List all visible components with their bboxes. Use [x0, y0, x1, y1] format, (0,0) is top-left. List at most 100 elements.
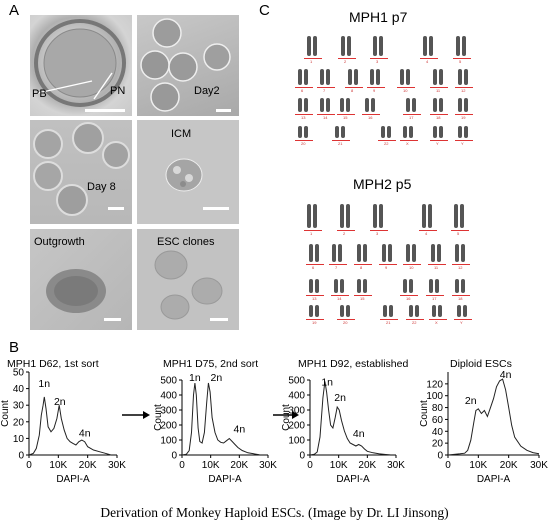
peak-label: 2n [334, 392, 346, 404]
chromosome-number: 3 [376, 59, 379, 64]
x-tick-label: 20K [230, 460, 248, 471]
x-tick-label: 30K [108, 460, 126, 471]
chromosome-pair: 9 [379, 244, 397, 270]
chromosome-number: 3 [376, 231, 379, 236]
peak-label: 1n [38, 378, 50, 390]
chromosome-pair: 16 [400, 279, 418, 301]
y-tick-label: 40 [432, 427, 444, 438]
chromosome-number: 12 [458, 265, 463, 270]
chromosome-number: 11 [434, 265, 439, 270]
chromosome-pair: 7 [329, 244, 347, 270]
peak-label: 4n [79, 428, 91, 440]
chromosome-pair: 11 [430, 69, 448, 93]
chromosome-number: 11 [436, 88, 441, 93]
label-outgrowth: Outgrowth [34, 236, 85, 248]
x-tick-label: 30K [259, 460, 277, 471]
arrow-head [143, 411, 150, 419]
chromosome-number: 16 [406, 296, 411, 301]
chromosome-pair: 21 [332, 126, 350, 146]
y-tick-label: 400 [160, 391, 177, 402]
chromosome-number: 8 [360, 265, 363, 270]
chromosome-pair: Y [455, 126, 473, 146]
chromosome-pair: 10 [397, 69, 415, 93]
plot-title-3: MPH1 D92, established [298, 358, 409, 370]
label-pn: PN [110, 85, 126, 97]
scale-bar [210, 318, 228, 321]
peak-label: 1n [189, 372, 201, 384]
chromosome-pair: Y [454, 305, 472, 325]
scale-bar [216, 109, 231, 112]
micrograph-outgrowth: Outgrowth [30, 229, 132, 330]
panel-letter-c: C [259, 2, 270, 19]
peak-label: 4n [233, 424, 245, 436]
chromosome-pair: 9 [367, 69, 385, 93]
peak-label: 2n [211, 372, 223, 384]
chromosome-number: X [406, 141, 409, 146]
chromosome-pair: 15 [354, 279, 372, 301]
chromosome-pair: 6 [306, 244, 324, 270]
chromosome-pair: 18 [452, 279, 470, 301]
x-tick-label: 30K [387, 460, 405, 471]
chromosome-number: 13 [301, 115, 306, 120]
y-tick-label: 0 [437, 451, 443, 462]
x-tick-label: 0 [179, 460, 185, 471]
peak-label: 2n [54, 396, 66, 408]
chromosome-number: 5 [457, 231, 460, 236]
chromosome-number: 16 [368, 115, 373, 120]
chromosome-number: 15 [360, 296, 365, 301]
chromosome-number: 21 [338, 141, 343, 146]
y-tick-label: 0 [171, 451, 177, 462]
chromosome-number: 13 [312, 296, 317, 301]
chromosome-number: 2 [344, 59, 347, 64]
x-tick-label: 20K [79, 460, 97, 471]
chromosome-pair: 21 [380, 305, 398, 325]
y-tick-label: 30 [13, 401, 25, 412]
chromosome-number: 2 [343, 231, 346, 236]
y-tick-label: 300 [160, 406, 177, 417]
x-tick-label: 10K [49, 460, 67, 471]
chromosome-number: 4 [426, 59, 429, 64]
chromosome-number: Y [436, 141, 439, 146]
chromosome-pair: 14 [317, 98, 335, 120]
plot-title-4: Diploid ESCs [450, 358, 512, 370]
chromosome-number: 5 [459, 59, 462, 64]
chromosome-pair: 4 [420, 36, 438, 64]
micrograph-day8: Day 8 [30, 120, 132, 224]
chromosome-pair: 22 [406, 305, 424, 325]
x-axis-label: DAPI-A [208, 474, 242, 485]
x-tick-label: 0 [307, 460, 313, 471]
chromosome-pair: 15 [337, 98, 355, 120]
y-axis-label: Count [281, 404, 292, 431]
panel-letter-b: B [9, 339, 20, 356]
histogram-line [309, 381, 391, 456]
chromosome-number: 18 [436, 115, 441, 120]
micrograph-icm: ICM [137, 120, 239, 224]
chromosome-pair: 5 [451, 204, 469, 236]
chromosome-number: 10 [403, 88, 408, 93]
chromosome-pair: 5 [453, 36, 471, 64]
chromosome-number: Y [461, 141, 464, 146]
y-axis-label: Count [419, 400, 430, 427]
chromosome-pair: 1 [304, 36, 322, 64]
y-tick-label: 0 [299, 451, 305, 462]
chromosome-pair: 17 [403, 98, 421, 120]
label-icm: ICM [171, 128, 192, 140]
peak-label: 4n [500, 369, 512, 381]
chromosome-pair: 1 [304, 204, 322, 236]
y-axis-label: Count [153, 404, 164, 431]
chromosome-number: 8 [351, 88, 354, 93]
histogram-line [28, 396, 112, 456]
x-tick-label: 10K [330, 460, 348, 471]
chromosome-number: 22 [412, 320, 417, 325]
karyotype-title-mph2: MPH2 p5 [353, 176, 412, 192]
chromosome-number: 17 [432, 296, 437, 301]
chromosome-pair: 7 [317, 69, 335, 93]
chromosome-number: 4 [425, 231, 428, 236]
y-tick-label: 20 [13, 417, 25, 428]
y-tick-label: 80 [432, 403, 444, 414]
chromosome-number: 12 [461, 88, 466, 93]
chromosome-pair: 3 [370, 36, 388, 64]
chromosome-number: 9 [373, 88, 376, 93]
chromosome-pair: 22 [378, 126, 396, 146]
